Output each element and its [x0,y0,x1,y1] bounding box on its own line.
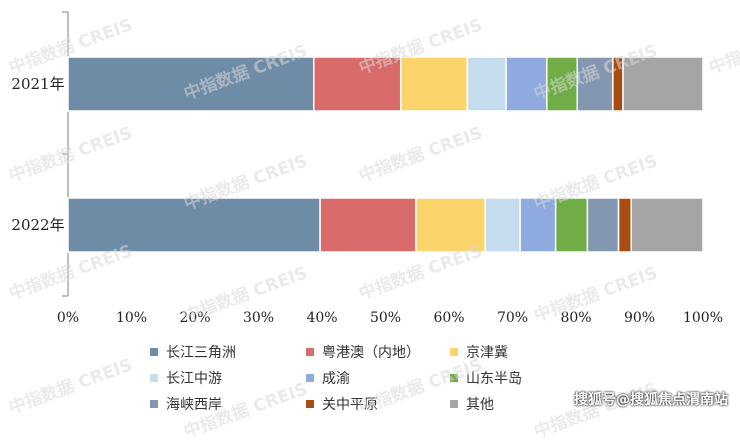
legend-label: 关中平原 [322,397,378,413]
x-tick-label: 100% [683,310,723,326]
legend-label: 长江中游 [166,371,222,387]
bar-segment [576,56,614,112]
x-tick-label: 70% [497,310,528,326]
x-tick-label: 0% [57,310,79,326]
legend-label: 长江三角洲 [166,345,236,361]
bar-segment [484,197,521,253]
bar-segment [519,197,557,253]
legend-swatch [450,374,458,382]
bar-segment [554,197,589,253]
legend-swatch [150,400,158,408]
legend-item: 成渝 [306,369,350,387]
bar-segment [319,197,417,253]
legend-label: 山东半岛 [466,371,522,387]
bar-segment [546,56,579,112]
legend-swatch [306,374,314,382]
bar-segment [67,56,315,112]
x-tick-label: 60% [433,310,464,326]
bar-segment [312,56,402,112]
legend-item: 京津冀 [450,343,508,361]
legend-swatch [150,374,158,382]
bar-segment [617,197,632,253]
bar-segment [505,56,548,112]
legend-item: 长江中游 [150,369,222,387]
legend-swatch [450,400,458,408]
bar-segment [622,56,704,112]
bar-segment [630,197,704,253]
category-label: 2022年 [11,216,64,234]
x-tick-label: 90% [624,310,655,326]
x-tick-label: 20% [179,310,210,326]
legend-item: 粤港澳（内地） [306,343,420,361]
legend-item: 山东半岛 [450,369,522,387]
legend-swatch [450,348,458,356]
legend-item: 海峡西岸 [150,395,222,413]
x-tick-label: 10% [116,310,147,326]
bar-segment [415,197,486,253]
bar-segment [586,197,620,253]
legend-item: 其他 [450,395,494,413]
legend-label: 成渝 [322,371,350,387]
legend-swatch [306,400,314,408]
category-label: 2021年 [11,75,64,93]
legend-item: 长江三角洲 [150,343,236,361]
x-tick-label: 40% [306,310,337,326]
legend-swatch [306,348,314,356]
bar-segment [67,197,321,253]
legend-label: 海峡西岸 [166,397,222,413]
legend-label: 京津冀 [466,345,508,361]
bar-segment [612,56,624,112]
bar-segment [466,56,507,112]
legend-item: 关中平原 [306,395,378,413]
x-tick-label: 50% [370,310,401,326]
source-credit: 搜狐号@搜狐焦点渭南站 [574,392,728,408]
x-tick-label: 80% [560,310,591,326]
bar-segment [399,56,469,112]
legend-label: 粤港澳（内地） [322,345,420,361]
legend-label: 其他 [466,397,494,413]
stacked-bar-chart: 2021年 2022年 0% 10% 20% 30% 40% 50% 60% 70% 80% 90% 1… [11,11,723,326]
x-tick-label: 30% [243,310,274,326]
legend-swatch [150,348,158,356]
